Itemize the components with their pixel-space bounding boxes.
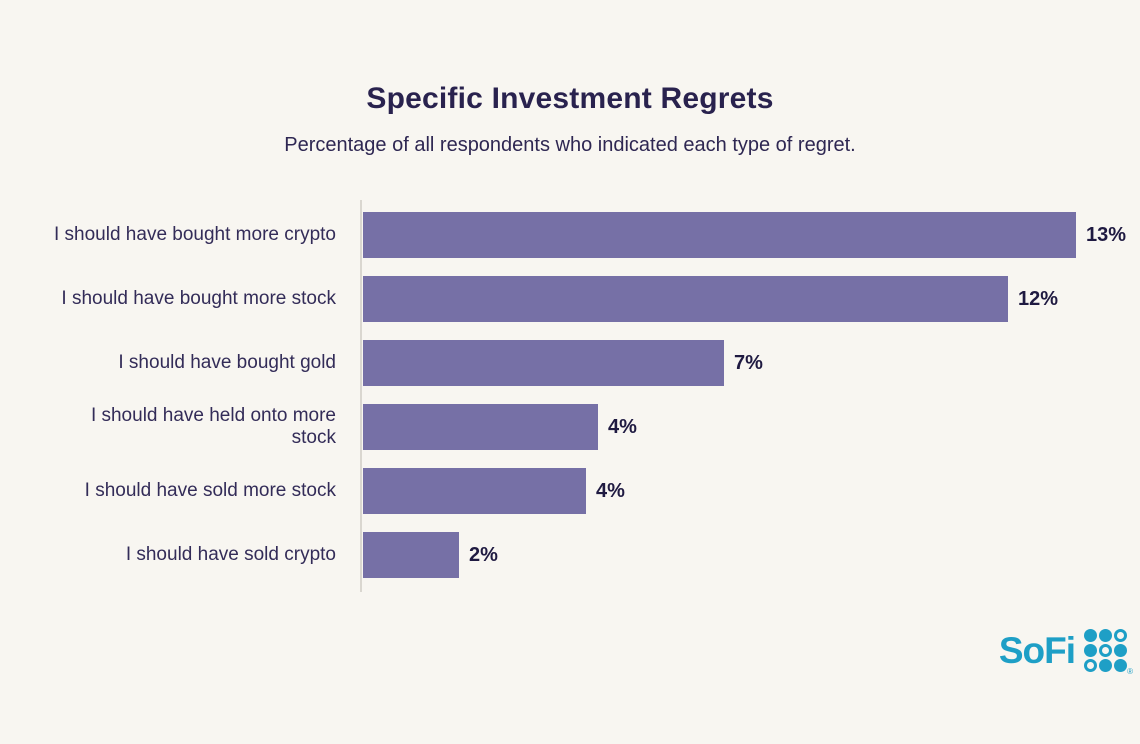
bar — [363, 404, 598, 450]
bar-track: 12% — [363, 276, 1058, 322]
chart-title: Specific Investment Regrets — [366, 82, 774, 115]
bar-track: 4% — [363, 404, 637, 450]
logo-dot-filled — [1084, 629, 1097, 642]
bar — [363, 340, 724, 386]
value-label: 4% — [596, 479, 625, 502]
category-label: I should have bought gold — [118, 351, 336, 373]
chart-subtitle: Percentage of all respondents who indica… — [284, 134, 856, 156]
chart-row: I should have sold crypto 2% — [0, 523, 1140, 587]
bar — [363, 468, 586, 514]
bar — [363, 212, 1076, 258]
logo-dot-filled — [1099, 659, 1112, 672]
bar — [363, 532, 459, 578]
chart-row: I should have bought more stock 12% — [0, 267, 1140, 331]
logo-dot-outline — [1099, 644, 1112, 657]
logo-dot-outline — [1114, 629, 1127, 642]
y-axis-line — [360, 200, 362, 592]
sofi-dot-grid-icon: ® — [1084, 629, 1133, 676]
category-label: I should have bought more stock — [61, 287, 336, 309]
logo-dot-outline — [1084, 659, 1097, 672]
bar-track: 4% — [363, 468, 625, 514]
value-label: 13% — [1086, 223, 1127, 246]
category-label: I should have sold more stock — [84, 479, 336, 501]
value-label: 12% — [1018, 287, 1059, 310]
sofi-logo: SoFi ® — [998, 629, 1133, 676]
chart-row: I should have bought gold 7% — [0, 331, 1140, 395]
bar-track: 2% — [363, 532, 498, 578]
chart-row: I should have bought more crypto 13% — [0, 203, 1140, 267]
logo-dot-filled — [1114, 659, 1127, 672]
category-label: I should have held onto more stock — [90, 404, 336, 448]
bar-track: 7% — [363, 340, 763, 386]
registered-trademark-mark: ® — [1127, 667, 1133, 676]
bar — [363, 276, 1008, 322]
chart-row: I should have sold more stock 4% — [0, 459, 1140, 523]
value-label: 2% — [469, 543, 498, 566]
logo-dot-filled — [1114, 644, 1127, 657]
logo-dot-filled — [1084, 644, 1097, 657]
bar-track: 13% — [363, 212, 1126, 258]
category-label: I should have bought more crypto — [53, 223, 336, 245]
bar-chart: I should have bought more crypto 13% I sho… — [0, 203, 1140, 587]
sofi-logo-text: SoFi — [998, 630, 1076, 671]
logo-dot-filled — [1099, 629, 1112, 642]
value-label: 4% — [608, 415, 637, 438]
category-label: I should have sold crypto — [125, 543, 336, 565]
chart-row: I should have held onto more stock 4% — [0, 395, 1140, 459]
value-label: 7% — [734, 351, 763, 374]
